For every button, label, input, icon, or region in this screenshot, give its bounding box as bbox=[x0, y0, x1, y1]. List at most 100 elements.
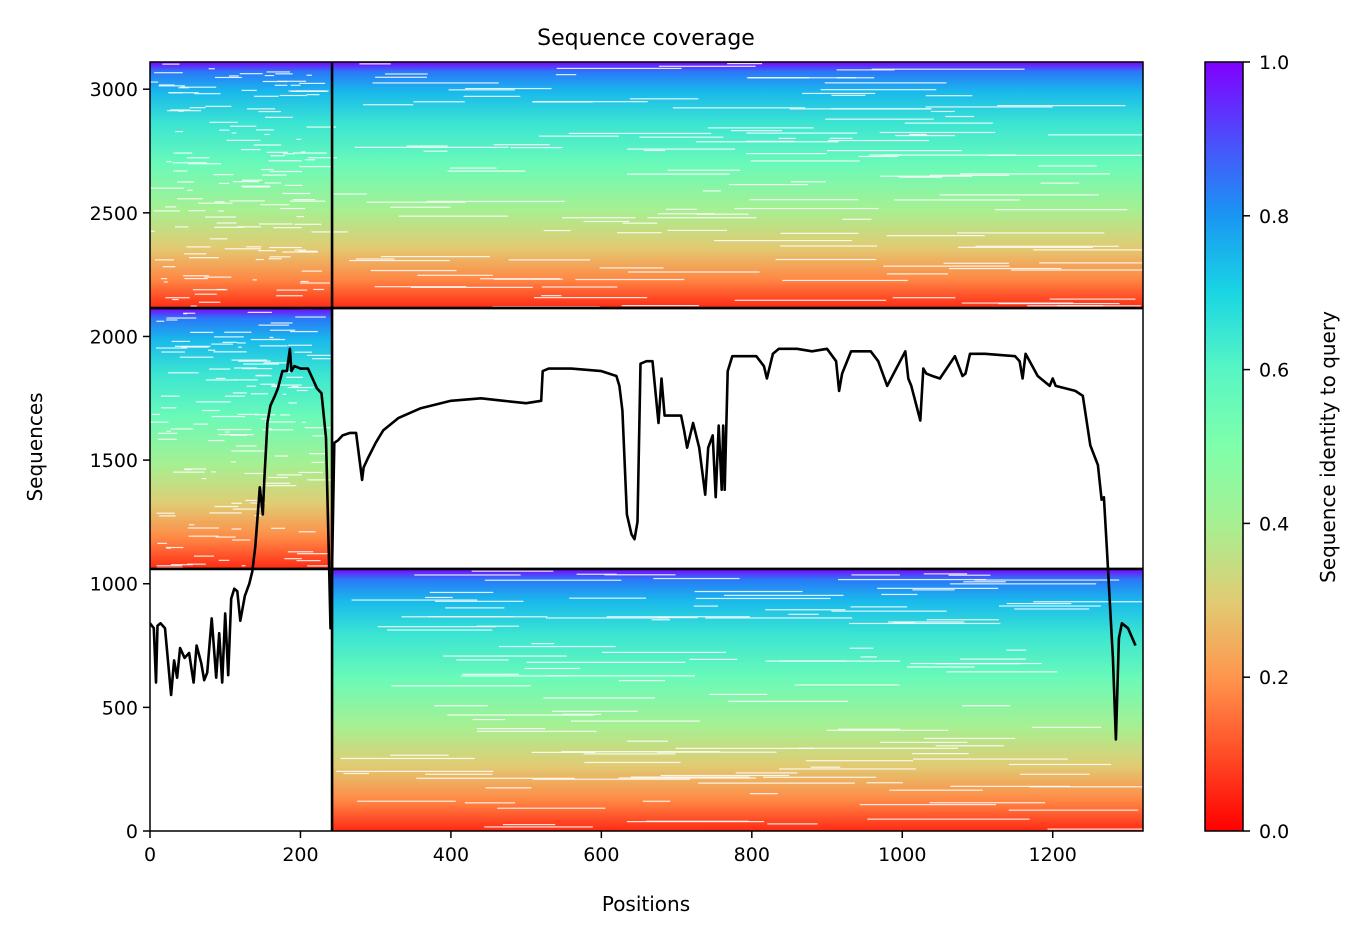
gap-stripe bbox=[279, 94, 308, 97]
gap-stripe bbox=[621, 305, 699, 307]
gap-stripe bbox=[994, 209, 1128, 211]
gap-stripe bbox=[160, 278, 168, 280]
gap-stripe bbox=[828, 139, 929, 142]
gap-stripe bbox=[830, 108, 932, 110]
gap-stripe bbox=[627, 148, 736, 150]
gap-stripe bbox=[987, 154, 1142, 156]
gap-stripe bbox=[1006, 602, 1072, 605]
gap-stripe bbox=[231, 461, 236, 463]
gap-stripe bbox=[735, 772, 798, 774]
gap-stripe bbox=[576, 573, 617, 575]
gap-stripe bbox=[398, 215, 508, 217]
gap-stripe bbox=[343, 772, 369, 775]
gap-stripe bbox=[484, 826, 593, 828]
gap-stripe bbox=[546, 617, 669, 619]
gap-stripe bbox=[705, 617, 853, 619]
gap-stripe bbox=[192, 289, 228, 291]
x-tick-label: 200 bbox=[282, 844, 318, 866]
gap-stripe bbox=[571, 720, 700, 722]
gap-stripe bbox=[168, 92, 199, 94]
gap-stripe bbox=[255, 375, 272, 377]
plot-frame bbox=[149, 61, 1144, 832]
x-tick-label: 400 bbox=[433, 844, 469, 866]
gap-stripe bbox=[923, 573, 968, 575]
gap-stripe bbox=[309, 453, 327, 455]
gap-stripe bbox=[385, 73, 428, 75]
gap-stripe bbox=[763, 776, 877, 778]
gap-stripe bbox=[213, 351, 247, 353]
gap-stripe bbox=[275, 455, 289, 457]
gap-stripe bbox=[170, 109, 191, 111]
gap-stripe bbox=[296, 216, 305, 218]
gap-stripe bbox=[205, 105, 232, 107]
gap-stripe bbox=[406, 145, 448, 147]
gap-stripe bbox=[156, 512, 175, 514]
gap-stripe bbox=[268, 160, 302, 162]
gap-stripe bbox=[794, 684, 900, 686]
gap-stripe bbox=[270, 155, 286, 157]
y-axis-label: Sequences bbox=[23, 392, 47, 501]
gap-stripe bbox=[311, 231, 348, 233]
gap-stripe bbox=[904, 122, 993, 124]
gap-stripe bbox=[168, 92, 183, 94]
gap-stripe bbox=[925, 95, 973, 97]
gap-stripe bbox=[150, 81, 159, 83]
gap-stripe bbox=[158, 432, 178, 434]
gap-stripe bbox=[237, 342, 246, 344]
gap-stripe bbox=[859, 803, 996, 806]
gap-stripe bbox=[294, 249, 306, 251]
gap-stripe bbox=[484, 579, 622, 581]
gap-stripes bbox=[150, 63, 1143, 831]
gap-stripe bbox=[164, 206, 177, 208]
gap-stripe bbox=[288, 344, 313, 346]
gap-stripe bbox=[1006, 649, 1027, 651]
gap-stripe bbox=[175, 130, 184, 133]
gap-stripe bbox=[193, 423, 208, 425]
gap-stripe bbox=[258, 250, 276, 252]
gap-stripe bbox=[912, 753, 969, 755]
gap-stripe bbox=[266, 151, 288, 153]
gap-stripe bbox=[269, 246, 302, 249]
gap-stripe bbox=[271, 527, 286, 529]
gap-stripe bbox=[188, 535, 219, 537]
gap-stripe bbox=[827, 149, 963, 152]
gap-stripe bbox=[493, 144, 550, 146]
gap-stripe bbox=[498, 645, 616, 648]
gap-stripe bbox=[336, 770, 494, 772]
gap-stripe bbox=[246, 108, 276, 110]
gap-stripe bbox=[186, 246, 211, 248]
gap-stripe bbox=[780, 245, 877, 247]
gap-stripe bbox=[255, 258, 264, 261]
gap-stripe bbox=[230, 434, 247, 436]
gap-stripe bbox=[838, 728, 901, 730]
gap-stripe bbox=[810, 766, 841, 768]
gap-stripe bbox=[775, 258, 877, 261]
gap-stripe bbox=[266, 71, 290, 73]
gap-stripe bbox=[898, 176, 943, 178]
gap-stripe bbox=[156, 347, 188, 349]
gap-stripe bbox=[214, 226, 244, 228]
gap-stripe bbox=[284, 184, 303, 187]
gap-stripe bbox=[150, 421, 169, 423]
gap-stripe bbox=[779, 768, 917, 770]
gap-stripe bbox=[234, 367, 258, 369]
gap-stripe bbox=[476, 728, 546, 730]
gap-stripe bbox=[215, 76, 242, 79]
gap-stripe bbox=[237, 413, 257, 416]
gap-stripe bbox=[860, 656, 877, 658]
gap-stripe bbox=[1031, 726, 1102, 728]
gap-stripe bbox=[258, 324, 290, 326]
gap-stripe bbox=[296, 389, 308, 392]
gap-stripe bbox=[923, 737, 1016, 740]
gap-stripe bbox=[552, 710, 638, 712]
gap-stripe bbox=[264, 421, 296, 423]
gap-stripe bbox=[895, 134, 955, 137]
gap-stripe bbox=[427, 616, 515, 618]
gap-stripe bbox=[561, 751, 720, 753]
gap-stripe bbox=[173, 152, 193, 154]
gap-stripe bbox=[779, 660, 847, 662]
colorbar-label: Sequence identity to query bbox=[1316, 311, 1340, 583]
gap-stripe bbox=[230, 125, 257, 127]
gap-stripe bbox=[946, 671, 1058, 673]
plot-area: 0 200 400 600 800 1000 1200 0 500 1000 1500 2000 25… bbox=[90, 61, 1144, 866]
